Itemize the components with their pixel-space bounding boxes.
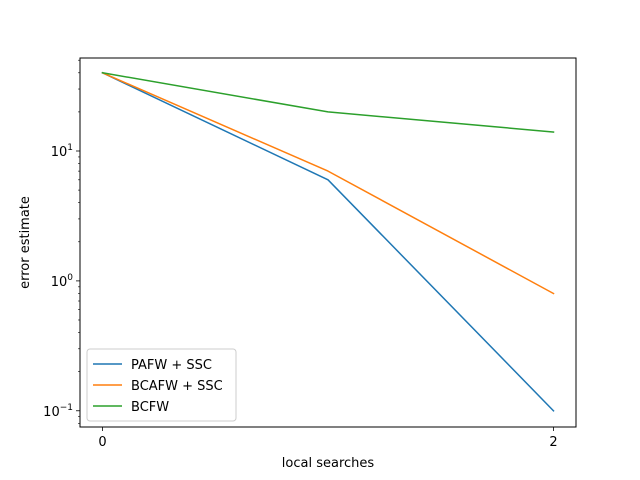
series-line-2 [101,71,555,133]
plot-frame [79,57,577,428]
legend-label: BCAFW + SSC [131,379,223,394]
y-tick-label: 100 [51,273,74,290]
x-axis-label: local searches [282,456,375,471]
legend: PAFW + SSC BCAFW + SSC BCFW [86,348,237,422]
y-axis-ticks: 10−1 100 101 [43,59,80,424]
y-axis-label: error estimate [18,196,33,289]
series-layer [101,71,555,412]
legend-box [86,348,237,422]
legend-label: BCFW [131,400,169,415]
legend-label: PAFW + SSC [131,358,212,373]
x-tick-label: 2 [549,435,557,450]
y-tick-label: 101 [51,143,73,160]
series-line-1 [101,71,555,295]
x-tick-label: 0 [98,435,106,450]
y-tick-label: 10−1 [43,403,73,420]
series-line-0 [101,71,555,412]
